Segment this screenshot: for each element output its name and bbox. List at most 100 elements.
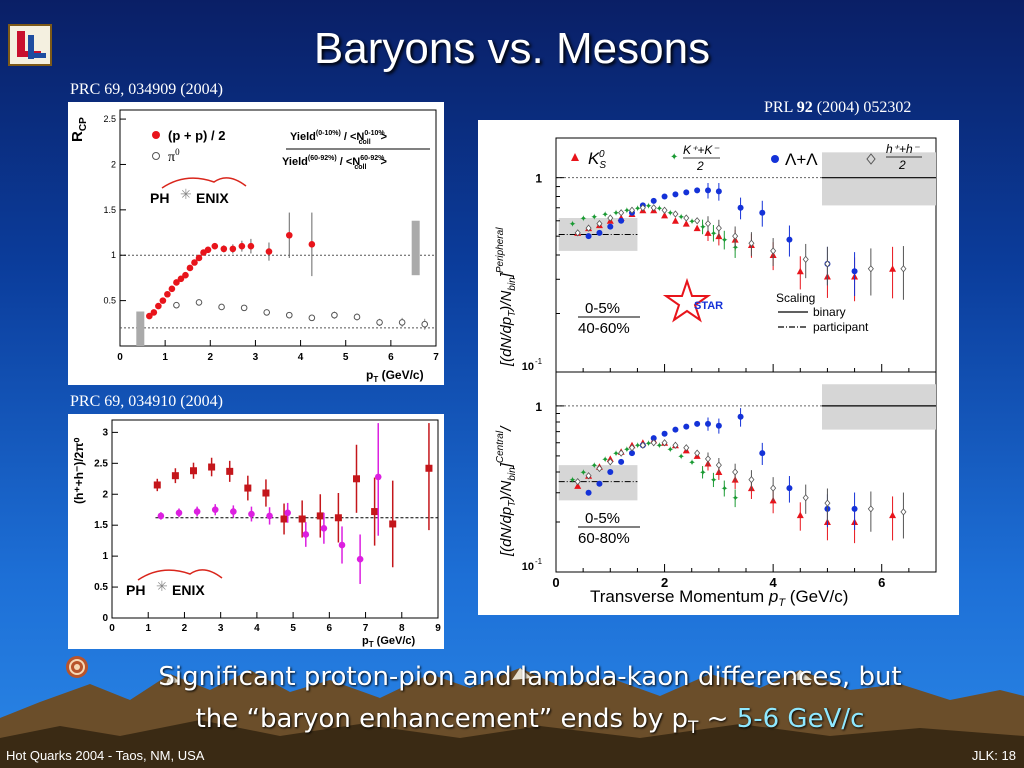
bottom-hadron-point	[770, 484, 777, 492]
top-kaon-point: ✦	[580, 214, 588, 224]
magenta-point	[230, 508, 237, 515]
proton-point	[168, 285, 176, 293]
proton-point	[155, 302, 162, 310]
bottom-hadron-point	[661, 439, 668, 447]
x-tick-label: 8	[399, 623, 405, 634]
legend-marker-lambda	[771, 155, 779, 163]
rcp-participant-band	[136, 311, 145, 346]
top-kaon-point: ✦	[677, 212, 685, 222]
bottom-lambda-point	[607, 469, 614, 475]
y-tick-label: 2	[111, 159, 116, 169]
bottom-hadron-point	[704, 455, 712, 463]
y-tick-label: 3	[102, 427, 108, 438]
x-tick-label: 7	[363, 623, 369, 634]
top-lambda-point	[851, 268, 858, 275]
top-lambda-point	[585, 233, 592, 240]
bottom-kaon-point: ✦	[677, 451, 685, 461]
pion-point	[308, 314, 316, 322]
svg-text:PH: PH	[150, 190, 169, 206]
proton-point	[229, 245, 237, 253]
bottom-lambda-point	[672, 426, 679, 433]
y-tick-label: 1	[102, 551, 108, 562]
magenta-point	[284, 509, 291, 517]
proton-point	[191, 259, 198, 266]
x-tick-label: 2	[661, 575, 668, 590]
y-tick-label: 1	[535, 172, 542, 186]
legend-kaons-num: K⁺+K⁻	[683, 143, 720, 157]
magenta-point	[175, 509, 183, 517]
top-hadron-point	[639, 204, 646, 212]
magenta-point	[248, 510, 255, 518]
proton-point	[247, 242, 255, 250]
bottom-hadron-point	[628, 444, 636, 452]
top-kaon-point: ✦	[591, 212, 599, 222]
magenta-point	[320, 524, 328, 532]
star-bottom-y-label: [(dN/dpT)/Nbin]Central/	[495, 425, 518, 557]
bottom-kaon-point: ✦	[580, 468, 588, 478]
top-kaon-point: ✦	[667, 208, 675, 218]
magenta-point	[356, 555, 364, 563]
red-point	[190, 467, 197, 475]
y-tick-label: 2.5	[94, 458, 108, 469]
bottom-kaon-point: ✦	[623, 445, 631, 455]
top-hadron-point	[802, 255, 809, 263]
proton-point	[159, 297, 167, 304]
x-tick-label: 2	[208, 352, 214, 363]
top-lambda-point	[607, 223, 614, 230]
top-centrality-numerator: 0-5%	[585, 300, 620, 317]
bottom-hadron-point	[639, 441, 646, 449]
x-tick-label: 0	[552, 575, 559, 590]
top-lambda-point	[618, 217, 625, 224]
top-lambda-point	[661, 193, 668, 200]
top-lambda-point	[715, 188, 722, 195]
top-hadron-point	[596, 220, 603, 228]
top-kaon-point: ✦	[612, 208, 620, 218]
rcp-chart-panel: 0 1 2 3 4 5 6 7 0.5 1 1.5 2 2.5 RCP pT (GeV/c) (p + …	[68, 102, 444, 385]
legend-lambda: Λ+Λ	[785, 150, 818, 169]
top-hadron-point	[770, 247, 777, 255]
bottom-lambda-point	[629, 450, 635, 457]
red-point	[208, 463, 216, 471]
x-tick-label: 7	[433, 352, 439, 363]
bottom-kaon-point: ✦	[721, 484, 729, 494]
top-lambda-point	[705, 187, 711, 194]
x-tick-label: 3	[253, 352, 259, 363]
red-point	[226, 467, 234, 475]
top-hadron-point	[683, 214, 690, 222]
hadron-pion-y-label: (h⁺+h⁻)/2π⁰	[72, 437, 86, 504]
pion-point	[285, 311, 293, 319]
top-lambda-point	[786, 236, 793, 243]
legend-marker-hadrons	[866, 153, 876, 165]
x-tick-label: 6	[878, 575, 885, 590]
legend-hadrons-num: h⁺+h⁻	[886, 142, 921, 156]
magenta-point	[266, 512, 273, 520]
reference-mid-left: PRC 69, 034910 (2004)	[70, 393, 223, 410]
bottom-hadron-point	[824, 499, 831, 507]
proton-point	[220, 245, 228, 253]
top-kaon-point: ✦	[721, 235, 729, 245]
phenix-logo-icon: PH ✳ ENIX	[150, 177, 247, 206]
x-tick-label: 6	[327, 623, 333, 634]
bottom-hadron-point	[618, 449, 625, 457]
magenta-point	[193, 508, 201, 515]
proton-point	[182, 271, 189, 279]
bottom-lambda-point	[585, 489, 592, 496]
legend-marker-proton	[152, 131, 160, 139]
bottom-hadron-point	[867, 505, 874, 513]
top-hadron-point	[732, 232, 739, 240]
y-tick-label: 2.5	[103, 114, 116, 124]
top-hadron-point	[704, 220, 712, 228]
y-tick-label: 0.5	[94, 582, 108, 593]
bottom-hadron-point	[694, 449, 701, 457]
top-hadron-point	[748, 239, 755, 247]
x-tick-label: 4	[770, 575, 778, 590]
top-hadron-point	[618, 209, 625, 217]
top-k0s-point	[796, 267, 804, 275]
y-tick-exponent: -1	[535, 357, 543, 366]
x-tick-label: 2	[182, 623, 188, 634]
phenix-logo-icon: PH ✳ ENIX	[126, 569, 223, 598]
bottom-centrality-numerator: 0-5%	[585, 510, 620, 527]
rcp-y-label: RCP	[69, 117, 89, 142]
bottom-hadron-point	[650, 439, 657, 447]
pion-point	[331, 311, 338, 319]
